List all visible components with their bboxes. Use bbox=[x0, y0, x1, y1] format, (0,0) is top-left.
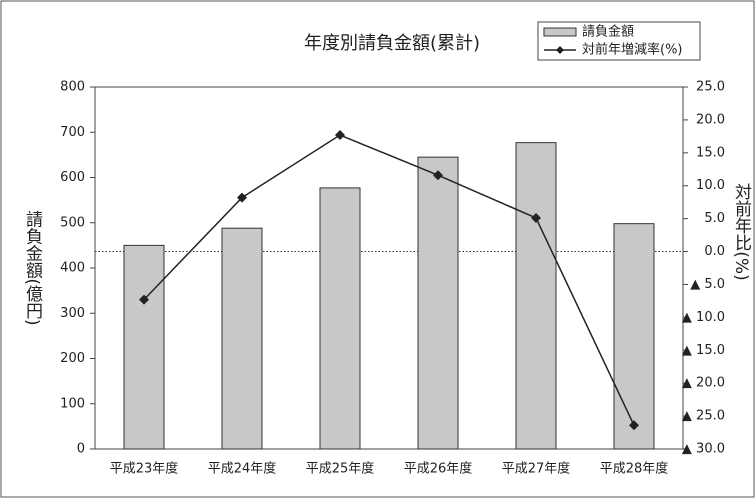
bar bbox=[613, 223, 655, 450]
y-tick-label: 200 bbox=[60, 351, 85, 366]
x-tick-label: 平成24年度 bbox=[208, 461, 277, 477]
marker bbox=[237, 192, 247, 203]
x-tick-label: 平成25年度 bbox=[306, 461, 375, 477]
marker bbox=[629, 420, 639, 431]
y2-tick-label: ▲ 15.0 bbox=[682, 343, 725, 358]
y2-axis-label: 対前年比(%) bbox=[731, 183, 752, 280]
y-axis-label: 請負金額(億円) bbox=[22, 210, 43, 325]
y2-tick-label: 5.0 bbox=[704, 211, 725, 226]
marker bbox=[335, 130, 345, 141]
legend-swatch bbox=[543, 27, 577, 37]
y2-tick-label: ▲ 10.0 bbox=[682, 310, 725, 325]
marker bbox=[531, 212, 541, 223]
y2-tick-label: ▲ 20.0 bbox=[682, 376, 725, 391]
y2-tick-label: ▲ 5.0 bbox=[690, 277, 725, 292]
bar bbox=[123, 244, 165, 450]
y2-tick-label: 25.0 bbox=[696, 80, 725, 95]
x-tick-label: 平成27年度 bbox=[502, 461, 571, 477]
bar bbox=[319, 187, 361, 450]
line bbox=[143, 134, 635, 426]
y-tick-label: 100 bbox=[60, 396, 85, 411]
y-tick-label: 700 bbox=[60, 125, 85, 140]
x-tick-label: 平成26年度 bbox=[404, 461, 473, 477]
y-tick-label: 400 bbox=[60, 261, 85, 276]
marker bbox=[139, 294, 149, 305]
y2-tick-label: ▲ 30.0 bbox=[682, 442, 725, 457]
y-tick-label: 0 bbox=[77, 442, 85, 457]
y2-tick-label: ▲ 25.0 bbox=[682, 409, 725, 424]
x-tick-label: 平成23年度 bbox=[110, 461, 179, 477]
y-tick-label: 500 bbox=[60, 215, 85, 230]
y2-tick-label: 0.0 bbox=[704, 244, 725, 259]
bar bbox=[417, 156, 459, 450]
y-tick-label: 800 bbox=[60, 80, 85, 95]
bar bbox=[515, 142, 557, 450]
y2-tick-label: 20.0 bbox=[696, 112, 725, 127]
y-tick-label: 600 bbox=[60, 170, 85, 185]
chart-title: 年度別請負金額(累計) bbox=[304, 33, 480, 54]
bar bbox=[221, 227, 263, 450]
marker bbox=[433, 170, 443, 181]
legend-label: 対前年増減率(%) bbox=[582, 42, 683, 58]
y-tick-label: 300 bbox=[60, 306, 85, 321]
legend-marker bbox=[556, 46, 564, 54]
y2-tick-label: 15.0 bbox=[696, 145, 725, 160]
x-tick-label: 平成28年度 bbox=[600, 461, 669, 477]
y2-tick-label: 10.0 bbox=[696, 178, 725, 193]
legend-label: 請負金額 bbox=[582, 24, 634, 40]
